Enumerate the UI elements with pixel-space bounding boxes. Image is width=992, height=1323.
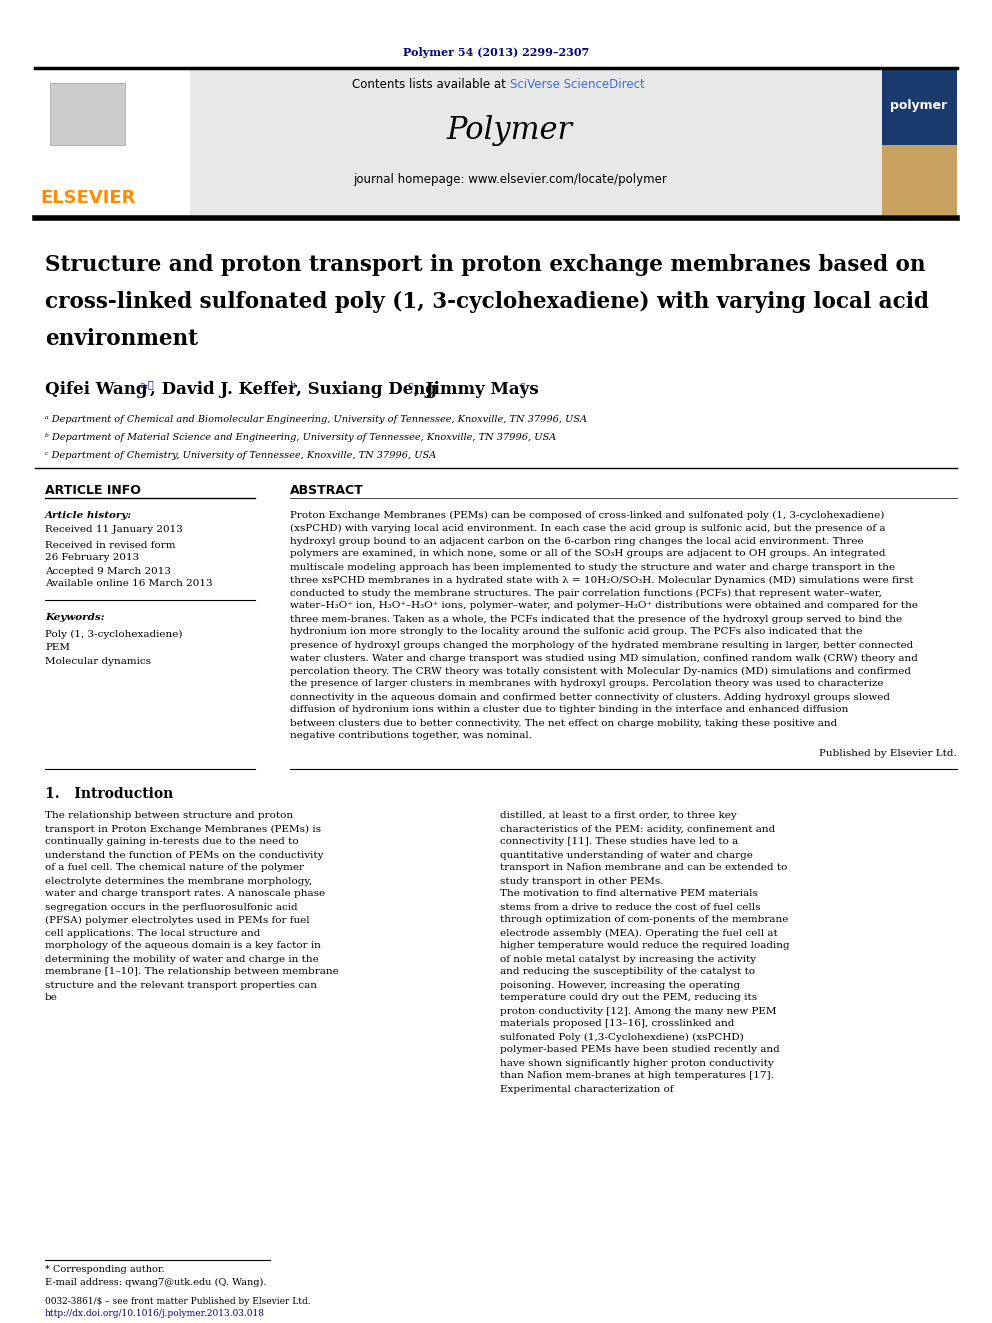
Text: Polymer: Polymer	[447, 115, 573, 146]
Text: (PFSA) polymer electrolytes used in PEMs for fuel: (PFSA) polymer electrolytes used in PEMs…	[45, 916, 310, 925]
Text: continually gaining in-terests due to the need to: continually gaining in-terests due to th…	[45, 837, 299, 847]
Text: Polymer 54 (2013) 2299–2307: Polymer 54 (2013) 2299–2307	[403, 46, 589, 57]
Text: Received 11 January 2013: Received 11 January 2013	[45, 525, 183, 534]
Text: negative contributions together, was nominal.: negative contributions together, was nom…	[290, 732, 532, 741]
Text: of noble metal catalyst by increasing the activity: of noble metal catalyst by increasing th…	[500, 954, 756, 963]
Text: electrolyte determines the membrane morphology,: electrolyte determines the membrane morp…	[45, 877, 312, 885]
Text: b: b	[290, 381, 297, 389]
Text: water–H₃O⁺ ion, H₃O⁺–H₃O⁺ ions, polymer–water, and polymer–H₃O⁺ distributions we: water–H₃O⁺ ion, H₃O⁺–H₃O⁺ ions, polymer–…	[290, 602, 918, 610]
Text: Article history:: Article history:	[45, 511, 132, 520]
Text: , Suxiang Deng: , Suxiang Deng	[296, 381, 437, 398]
Text: journal homepage: www.elsevier.com/locate/polymer: journal homepage: www.elsevier.com/locat…	[353, 173, 667, 187]
Text: polymers are examined, in which none, some or all of the SO₃H groups are adjacen: polymers are examined, in which none, so…	[290, 549, 886, 558]
FancyBboxPatch shape	[50, 83, 125, 146]
Text: The motivation to find alternative PEM materials: The motivation to find alternative PEM m…	[500, 889, 758, 898]
Text: distilled, at least to a first order, to three key: distilled, at least to a first order, to…	[500, 811, 737, 820]
Text: determining the mobility of water and charge in the: determining the mobility of water and ch…	[45, 954, 318, 963]
FancyBboxPatch shape	[35, 70, 190, 216]
Text: c: c	[408, 381, 414, 389]
Text: water and charge transport rates. A nanoscale phase: water and charge transport rates. A nano…	[45, 889, 325, 898]
Text: multiscale modeling approach has been implemented to study the structure and wat: multiscale modeling approach has been im…	[290, 562, 895, 572]
Text: percolation theory. The CRW theory was totally consistent with Molecular Dy-nami: percolation theory. The CRW theory was t…	[290, 667, 911, 676]
Text: hydronium ion more strongly to the locality around the sulfonic acid group. The : hydronium ion more strongly to the local…	[290, 627, 862, 636]
Text: three xsPCHD membranes in a hydrated state with λ = 10H₂O/SO₃H. Molecular Dynami: three xsPCHD membranes in a hydrated sta…	[290, 576, 914, 585]
Text: and reducing the susceptibility of the catalyst to: and reducing the susceptibility of the c…	[500, 967, 755, 976]
Text: Qifei Wang: Qifei Wang	[45, 381, 148, 398]
Text: cross-linked sulfonated poly (1, 3-cyclohexadiene) with varying local acid: cross-linked sulfonated poly (1, 3-cyclo…	[45, 291, 929, 314]
Text: Received in revised form: Received in revised form	[45, 541, 176, 549]
Text: Contents lists available at: Contents lists available at	[352, 78, 510, 91]
Text: ᶜ Department of Chemistry, University of Tennessee, Knoxville, TN 37996, USA: ᶜ Department of Chemistry, University of…	[45, 451, 436, 460]
Text: the presence of larger clusters in membranes with hydroxyl groups. Percolation t: the presence of larger clusters in membr…	[290, 680, 884, 688]
Text: (xsPCHD) with varying local acid environment. In each case the acid group is sul: (xsPCHD) with varying local acid environ…	[290, 524, 886, 533]
Text: transport in Proton Exchange Membranes (PEMs) is: transport in Proton Exchange Membranes (…	[45, 824, 321, 833]
Text: environment: environment	[45, 328, 198, 351]
Text: ELSEVIER: ELSEVIER	[41, 189, 136, 206]
Text: http://dx.doi.org/10.1016/j.polymer.2013.03.018: http://dx.doi.org/10.1016/j.polymer.2013…	[45, 1310, 265, 1319]
Text: transport in Nafion membrane and can be extended to: transport in Nafion membrane and can be …	[500, 864, 788, 872]
Text: , Jimmy Mays: , Jimmy Mays	[414, 381, 539, 398]
Text: connectivity in the aqueous domain and confirmed better connectivity of clusters: connectivity in the aqueous domain and c…	[290, 692, 890, 701]
Text: 1.   Introduction: 1. Introduction	[45, 787, 174, 800]
Text: Poly (1, 3-cyclohexadiene): Poly (1, 3-cyclohexadiene)	[45, 630, 183, 639]
Text: ᵃ Department of Chemical and Biomolecular Engineering, University of Tennessee, : ᵃ Department of Chemical and Biomolecula…	[45, 415, 587, 425]
Text: higher temperature would reduce the required loading: higher temperature would reduce the requ…	[500, 942, 790, 950]
Text: hydroxyl group bound to an adjacent carbon on the 6-carbon ring changes the loca: hydroxyl group bound to an adjacent carb…	[290, 537, 864, 545]
Text: diffusion of hydronium ions within a cluster due to tighter binding in the inter: diffusion of hydronium ions within a clu…	[290, 705, 848, 714]
Text: water clusters. Water and charge transport was studied using MD simulation, conf: water clusters. Water and charge transpo…	[290, 654, 918, 663]
Text: Published by Elsevier Ltd.: Published by Elsevier Ltd.	[819, 750, 957, 758]
Text: characteristics of the PEM: acidity, confinement and: characteristics of the PEM: acidity, con…	[500, 824, 776, 833]
Text: temperature could dry out the PEM, reducing its: temperature could dry out the PEM, reduc…	[500, 994, 757, 1003]
Text: conducted to study the membrane structures. The pair correlation functions (PCFs: conducted to study the membrane structur…	[290, 589, 882, 598]
Text: connectivity [11]. These studies have led to a: connectivity [11]. These studies have le…	[500, 837, 738, 847]
Text: Keywords:: Keywords:	[45, 614, 104, 623]
Text: between clusters due to better connectivity. The net effect on charge mobility, : between clusters due to better connectiv…	[290, 718, 837, 728]
Text: polymer-based PEMs have been studied recently and: polymer-based PEMs have been studied rec…	[500, 1045, 780, 1054]
Text: presence of hydroxyl groups changed the morphology of the hydrated membrane resu: presence of hydroxyl groups changed the …	[290, 640, 914, 650]
Text: Accepted 9 March 2013: Accepted 9 March 2013	[45, 566, 171, 576]
Text: materials proposed [13–16], crosslinked and: materials proposed [13–16], crosslinked …	[500, 1020, 734, 1028]
Text: proton conductivity [12]. Among the many new PEM: proton conductivity [12]. Among the many…	[500, 1007, 777, 1016]
Text: Proton Exchange Membranes (PEMs) can be composed of cross-linked and sulfonated : Proton Exchange Membranes (PEMs) can be …	[290, 511, 885, 520]
Text: cell applications. The local structure and: cell applications. The local structure a…	[45, 929, 260, 938]
Text: be: be	[45, 994, 58, 1003]
Text: a,⋆: a,⋆	[140, 381, 155, 389]
Text: c: c	[520, 381, 526, 389]
Text: PEM: PEM	[45, 643, 70, 652]
Text: structure and the relevant transport properties can: structure and the relevant transport pro…	[45, 980, 317, 990]
Text: through optimization of com-ponents of the membrane: through optimization of com-ponents of t…	[500, 916, 789, 925]
Text: Available online 16 March 2013: Available online 16 March 2013	[45, 579, 212, 589]
Text: than Nafion mem-branes at high temperatures [17].: than Nafion mem-branes at high temperatu…	[500, 1072, 774, 1081]
Text: 26 February 2013: 26 February 2013	[45, 553, 139, 562]
FancyBboxPatch shape	[35, 70, 957, 216]
Text: 0032-3861/$ – see front matter Published by Elsevier Ltd.: 0032-3861/$ – see front matter Published…	[45, 1298, 310, 1307]
Text: segregation occurs in the perfluorosulfonic acid: segregation occurs in the perfluorosulfo…	[45, 902, 298, 912]
Text: ARTICLE INFO: ARTICLE INFO	[45, 483, 141, 496]
FancyBboxPatch shape	[882, 146, 957, 216]
Text: ABSTRACT: ABSTRACT	[290, 483, 364, 496]
Text: have shown significantly higher proton conductivity: have shown significantly higher proton c…	[500, 1058, 774, 1068]
Text: sulfonated Poly (1,3-Cyclohexdiene) (xsPCHD): sulfonated Poly (1,3-Cyclohexdiene) (xsP…	[500, 1032, 744, 1041]
Text: E-mail address: qwang7@utk.edu (Q. Wang).: E-mail address: qwang7@utk.edu (Q. Wang)…	[45, 1278, 267, 1286]
Text: The relationship between structure and proton: The relationship between structure and p…	[45, 811, 293, 820]
FancyBboxPatch shape	[882, 70, 957, 216]
Text: quantitative understanding of water and charge: quantitative understanding of water and …	[500, 851, 753, 860]
Text: Experimental characterization of: Experimental characterization of	[500, 1085, 674, 1094]
Text: Molecular dynamics: Molecular dynamics	[45, 658, 151, 667]
Text: electrode assembly (MEA). Operating the fuel cell at: electrode assembly (MEA). Operating the …	[500, 929, 778, 938]
Text: study transport in other PEMs.: study transport in other PEMs.	[500, 877, 664, 885]
Text: membrane [1–10]. The relationship between membrane: membrane [1–10]. The relationship betwee…	[45, 967, 338, 976]
Text: morphology of the aqueous domain is a key factor in: morphology of the aqueous domain is a ke…	[45, 942, 320, 950]
Text: * Corresponding author.: * Corresponding author.	[45, 1266, 165, 1274]
Text: Structure and proton transport in proton exchange membranes based on: Structure and proton transport in proton…	[45, 254, 926, 277]
Text: SciVerse ScienceDirect: SciVerse ScienceDirect	[510, 78, 645, 91]
Text: stems from a drive to reduce the cost of fuel cells: stems from a drive to reduce the cost of…	[500, 902, 761, 912]
Text: polymer: polymer	[891, 98, 947, 111]
Text: poisoning. However, increasing the operating: poisoning. However, increasing the opera…	[500, 980, 740, 990]
Text: understand the function of PEMs on the conductivity: understand the function of PEMs on the c…	[45, 851, 323, 860]
Text: three mem-branes. Taken as a whole, the PCFs indicated that the presence of the : three mem-branes. Taken as a whole, the …	[290, 614, 902, 623]
Text: of a fuel cell. The chemical nature of the polymer: of a fuel cell. The chemical nature of t…	[45, 864, 304, 872]
Text: ᵇ Department of Material Science and Engineering, University of Tennessee, Knoxv: ᵇ Department of Material Science and Eng…	[45, 434, 557, 442]
Text: , David J. Keffer: , David J. Keffer	[150, 381, 297, 398]
